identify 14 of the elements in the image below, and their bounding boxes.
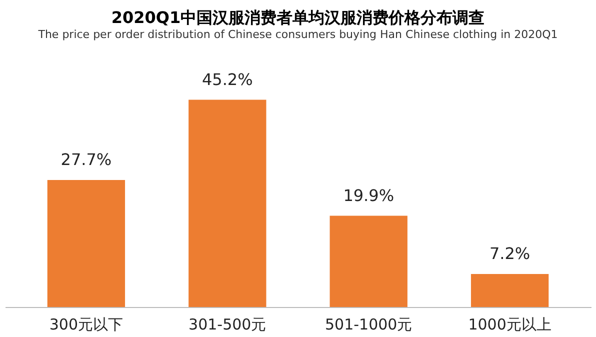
data-label: 19.9%	[343, 186, 394, 205]
data-label: 45.2%	[202, 70, 253, 89]
data-label: 7.2%	[489, 244, 530, 263]
x-tick-label: 501-1000元	[324, 316, 412, 334]
x-tick-label: 301-500元	[188, 316, 266, 334]
bar	[470, 274, 549, 307]
x-tick-label: 300元以下	[49, 316, 124, 334]
chart-title: 2020Q1中国汉服消费者单均汉服消费价格分布调查	[111, 8, 485, 27]
bar	[188, 100, 266, 307]
bar	[330, 216, 408, 307]
bar	[47, 180, 126, 307]
x-tick-label: 1000元以上	[468, 316, 552, 334]
chart-subtitle: The price per order distribution of Chinese consumers buying Han Chinese clothing in 2020Q1	[37, 28, 558, 41]
data-label: 27.7%	[60, 150, 112, 170]
